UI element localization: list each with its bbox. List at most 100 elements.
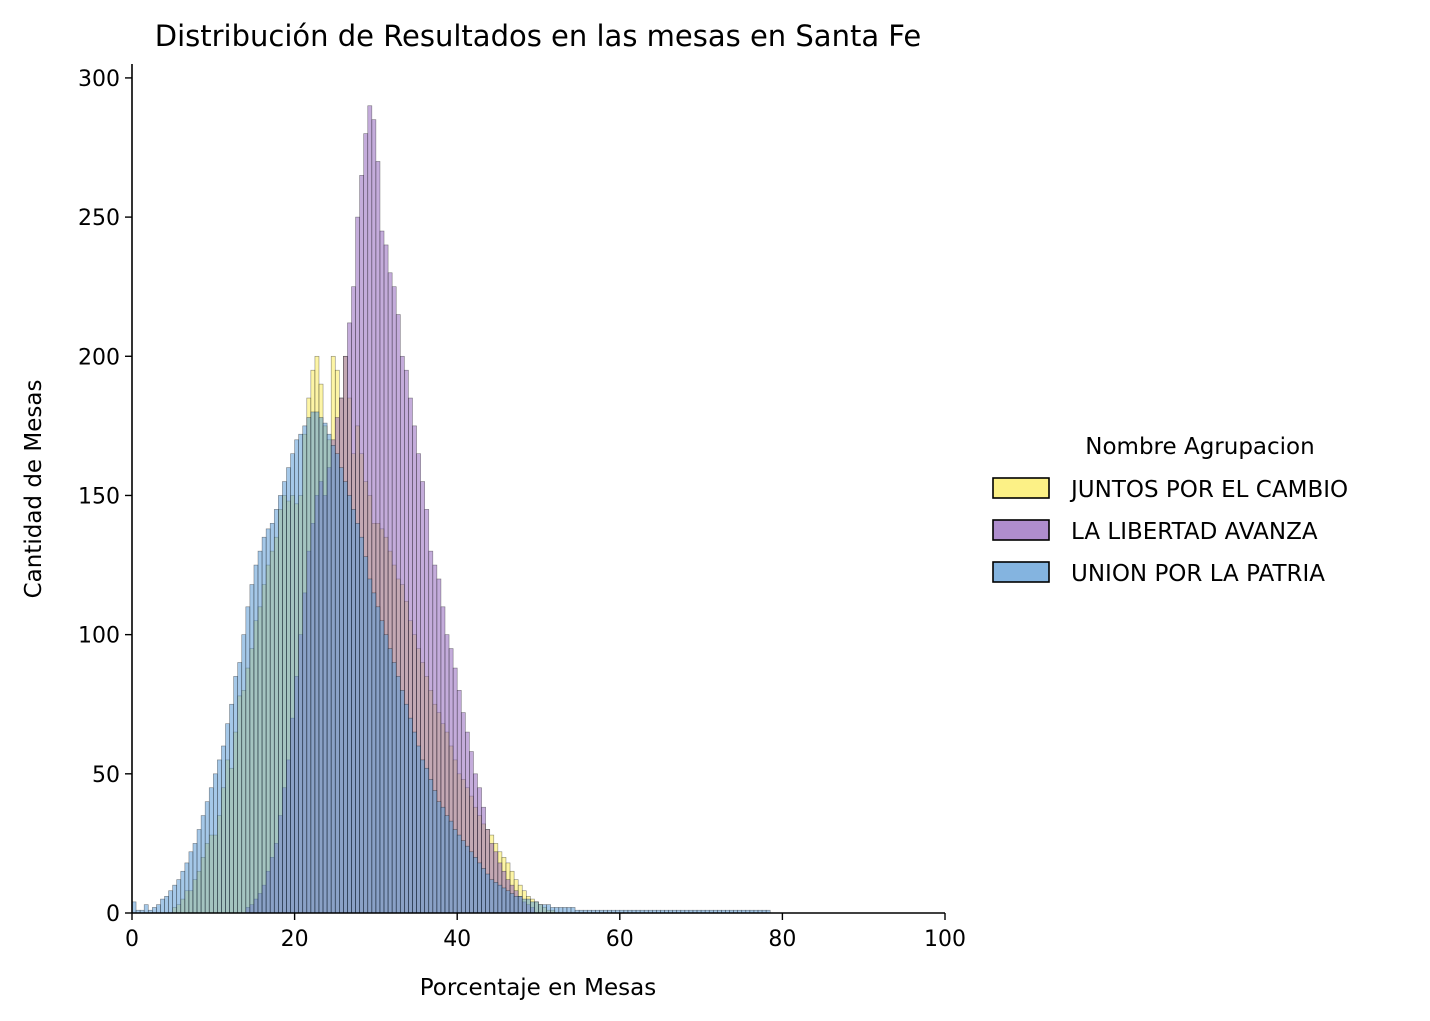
histogram-bar xyxy=(493,882,499,914)
histogram-bar xyxy=(286,467,291,914)
histogram-bar xyxy=(269,522,275,914)
histogram-bar xyxy=(339,467,344,914)
histogram-bars xyxy=(131,105,771,914)
histogram-bar xyxy=(530,901,535,914)
histogram-bar xyxy=(408,717,413,914)
y-tick-label: 200 xyxy=(78,345,120,370)
histogram-bar xyxy=(383,634,389,914)
histogram-bar xyxy=(501,887,507,914)
histogram-bar xyxy=(546,904,551,914)
histogram-bar xyxy=(395,676,401,914)
histogram-bar xyxy=(278,495,283,914)
y-axis-label: Cantidad de Mesas xyxy=(21,380,47,599)
histogram-bar xyxy=(282,481,287,914)
histogram-bar xyxy=(249,584,255,914)
histogram-bar xyxy=(310,411,316,914)
histogram-bar xyxy=(404,703,409,914)
histogram-bar xyxy=(245,606,251,914)
x-axis-label: Porcentaje en Mesas xyxy=(420,975,657,1001)
histogram-bar xyxy=(391,662,397,914)
histogram-bar xyxy=(412,731,417,914)
histogram-bar xyxy=(152,907,157,914)
histogram-bar xyxy=(558,907,564,914)
histogram-bar xyxy=(290,453,295,914)
histogram-bar xyxy=(428,779,434,914)
histogram-bar xyxy=(481,868,486,914)
histogram-bar xyxy=(172,884,178,914)
legend-label: UNION POR LA PATRIA xyxy=(1071,561,1325,587)
histogram-bar xyxy=(347,495,352,914)
histogram-bar xyxy=(200,815,206,914)
histogram-bar xyxy=(550,907,556,914)
histogram-bar xyxy=(379,620,385,914)
histogram-bar xyxy=(213,773,218,914)
histogram-bar xyxy=(318,417,324,914)
histogram-bar xyxy=(456,834,462,914)
histogram-bar xyxy=(208,787,214,914)
histogram-bar xyxy=(542,904,547,914)
legend-swatch xyxy=(992,561,1050,583)
histogram-bar xyxy=(440,806,446,914)
histogram-bar xyxy=(489,879,495,914)
histogram-bar xyxy=(314,411,320,914)
histogram-bar xyxy=(448,820,454,914)
legend-swatch xyxy=(992,519,1050,541)
histogram-bar xyxy=(505,890,511,914)
x-tick-label: 40 xyxy=(443,927,471,952)
histogram-bar xyxy=(477,862,482,914)
histogram-bar xyxy=(424,767,430,914)
x-tick-label: 80 xyxy=(768,927,796,952)
histogram-bar xyxy=(188,851,194,914)
histogram-bar xyxy=(302,425,308,914)
histogram-bar xyxy=(192,843,198,914)
series-union-por-la-patria xyxy=(131,411,771,914)
histogram-bar xyxy=(367,578,373,914)
histogram-bar xyxy=(265,528,271,914)
histogram-bar xyxy=(306,417,312,914)
histogram-bar xyxy=(570,907,576,914)
histogram-bar xyxy=(562,907,568,914)
legend-label: JUNTOS POR EL CAMBIO xyxy=(1069,477,1348,503)
histogram-bar xyxy=(273,509,279,914)
histogram-bar xyxy=(334,453,340,914)
histogram-bar xyxy=(229,703,234,914)
histogram-bar xyxy=(322,422,328,914)
histogram-bar xyxy=(143,904,149,914)
y-tick-label: 250 xyxy=(78,206,120,231)
histogram-bar xyxy=(196,829,202,914)
histogram-bar xyxy=(257,550,263,914)
histogram-bar xyxy=(375,606,381,914)
histogram-bar xyxy=(538,904,543,914)
histogram-bar xyxy=(351,509,356,914)
histogram-bar xyxy=(164,895,169,914)
histogram-bar xyxy=(237,662,243,914)
histogram-bar xyxy=(184,862,190,914)
histogram-bar xyxy=(168,890,173,914)
histogram-bar xyxy=(343,481,348,914)
histogram-bar xyxy=(485,873,491,914)
histogram-bar xyxy=(444,815,450,914)
histogram-bar xyxy=(330,445,336,914)
histogram-bar xyxy=(420,759,425,914)
legend-swatch xyxy=(992,477,1050,499)
histogram-bar xyxy=(253,564,259,914)
legend-title: Nombre Agrupacion xyxy=(1085,434,1314,460)
histogram-bar xyxy=(554,907,560,914)
y-tick-label: 150 xyxy=(78,484,120,509)
y-tick-label: 0 xyxy=(106,902,120,927)
x-tick-label: 60 xyxy=(606,927,634,952)
histogram-bar xyxy=(176,879,182,914)
histogram-bar xyxy=(566,907,572,914)
histogram-bar xyxy=(180,870,186,914)
x-tick-label: 0 xyxy=(125,927,139,952)
histogram-bar xyxy=(387,648,393,914)
y-tick-label: 50 xyxy=(92,763,120,788)
histogram-bar xyxy=(294,439,299,914)
histogram-bar xyxy=(521,898,527,914)
histogram-bar xyxy=(469,851,474,914)
histogram-bar xyxy=(399,690,405,914)
histogram-bar xyxy=(517,895,523,914)
histogram-bar xyxy=(509,893,515,914)
y-tick-label: 100 xyxy=(78,624,120,649)
histogram-bar xyxy=(359,536,365,914)
